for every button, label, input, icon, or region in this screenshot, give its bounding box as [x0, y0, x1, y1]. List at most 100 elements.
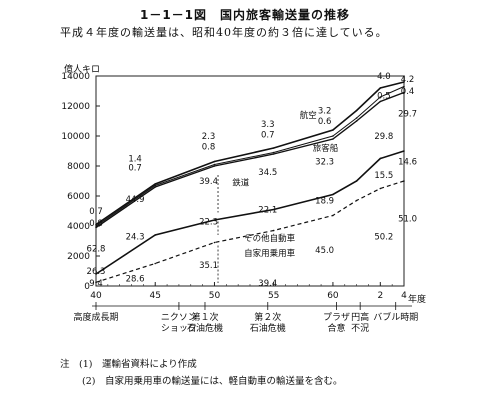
data-point: [355, 120, 358, 122]
share-label: 2.3: [202, 132, 216, 142]
x-tick-label: 4: [401, 291, 407, 301]
share-label: 50.2: [374, 233, 393, 243]
chart-subtitle: 平成４年度の輸送量は、昭和40年度の約３倍に達している。: [60, 26, 388, 39]
event-label: 第１次: [191, 311, 218, 323]
data-point: [355, 180, 358, 182]
share-label: 35.1: [199, 261, 218, 271]
x-tick-label: 45: [150, 291, 161, 301]
share-label: 29.8: [374, 132, 393, 142]
data-point: [272, 208, 275, 211]
x-axis-label: 年度: [408, 293, 426, 305]
data-point: [379, 87, 382, 89]
data-point: [154, 262, 156, 265]
data-point: [213, 160, 216, 163]
share-label: 0.7: [128, 164, 142, 174]
share-label: 3.2: [318, 107, 332, 117]
data-point: [95, 223, 97, 226]
chart-title: 1－1－1図 国内旅客輸送量の推移: [139, 8, 351, 22]
y-tick-label: 2000: [67, 252, 90, 262]
series-label: 自家用乗用車: [244, 248, 296, 259]
share-label: 44.9: [126, 195, 145, 205]
event-label: プラザ: [323, 312, 350, 323]
data-point: [332, 214, 334, 217]
data-point: [154, 234, 156, 236]
data-point: [272, 229, 275, 232]
data-point: [379, 157, 382, 160]
data-point: [95, 225, 97, 227]
data-point: [332, 135, 334, 137]
share-label: 39.4: [258, 279, 277, 289]
share-label: 51.0: [398, 215, 417, 225]
series-label: 航空: [300, 110, 317, 121]
data-point: [213, 163, 216, 166]
data-point: [379, 96, 382, 98]
y-tick-label: 10000: [61, 132, 90, 142]
series-label: 鉄道: [232, 178, 250, 189]
data-point: [213, 165, 216, 167]
data-point: [403, 81, 405, 83]
event-label: バブル時期: [373, 311, 418, 323]
share-label: 24.3: [126, 233, 145, 243]
share-label: 14.6: [398, 158, 417, 168]
series-line-2: [95, 150, 405, 275]
event-label: ニクソン: [161, 312, 197, 323]
data-point: [379, 187, 382, 190]
event-label: 合意: [327, 322, 345, 334]
share-label: 45.0: [315, 246, 334, 256]
event-label: 高度成長期: [73, 311, 118, 323]
data-point: [355, 109, 358, 112]
share-label: 0.6: [318, 117, 332, 127]
data-point: [355, 117, 358, 119]
share-label: 26.3: [87, 267, 106, 277]
event-label: 不況: [351, 323, 369, 334]
share-label: 22.1: [258, 206, 277, 216]
share-label: 9.4: [89, 279, 103, 289]
share-label: 34.5: [258, 168, 277, 178]
data-point: [403, 180, 405, 182]
data-point: [403, 85, 405, 88]
data-point: [379, 100, 382, 103]
y-tick-label: 8000: [67, 162, 90, 172]
share-label: 0.4: [401, 87, 415, 97]
share-label: 0.8: [202, 143, 216, 153]
share-label: 3.3: [261, 120, 275, 130]
data-point: [403, 150, 405, 152]
data-point: [213, 241, 216, 244]
series-label: その他自動車: [244, 233, 296, 244]
x-tick-label: 40: [90, 291, 102, 301]
y-tick-label: 14000: [61, 72, 90, 82]
y-axis-label: 億人キロ: [64, 63, 100, 75]
y-tick-label: 4000: [67, 222, 90, 232]
data-point: [95, 281, 97, 284]
y-tick-label: 12000: [61, 102, 90, 112]
event-label: 石油危機: [250, 322, 286, 334]
share-label: 15.5: [374, 171, 393, 181]
y-tick-label: 6000: [67, 192, 90, 202]
share-label: 18.9: [315, 197, 334, 207]
event-label: ショック: [161, 323, 197, 334]
share-label: 0.5: [377, 92, 391, 102]
data-point: [213, 219, 216, 221]
share-label: 39.4: [199, 177, 218, 187]
share-label: 0.8: [89, 219, 103, 229]
series-label: 旅客船: [313, 143, 339, 154]
data-point: [355, 199, 358, 202]
x-tick-label: 2: [377, 291, 383, 301]
share-label: 29.7: [398, 110, 417, 120]
series-line-4: [95, 86, 405, 227]
y-tick-label: 0: [84, 282, 90, 292]
data-point: [403, 91, 405, 94]
data-point: [95, 226, 97, 229]
note-2: (2) 自家用乗用車の輸送量には、軽自動車の輸送量を含む。: [82, 376, 343, 387]
event-label: 第２次: [254, 311, 281, 323]
data-point: [332, 193, 334, 196]
share-label: 1.4: [128, 155, 142, 165]
share-label: 0.7: [261, 131, 275, 141]
data-point: [154, 183, 156, 185]
share-label: 32.3: [315, 158, 334, 168]
x-tick-label: 55: [268, 291, 279, 301]
event-label: 円高: [351, 311, 369, 323]
data-point: [272, 153, 275, 155]
share-label: 0.7: [89, 207, 103, 217]
